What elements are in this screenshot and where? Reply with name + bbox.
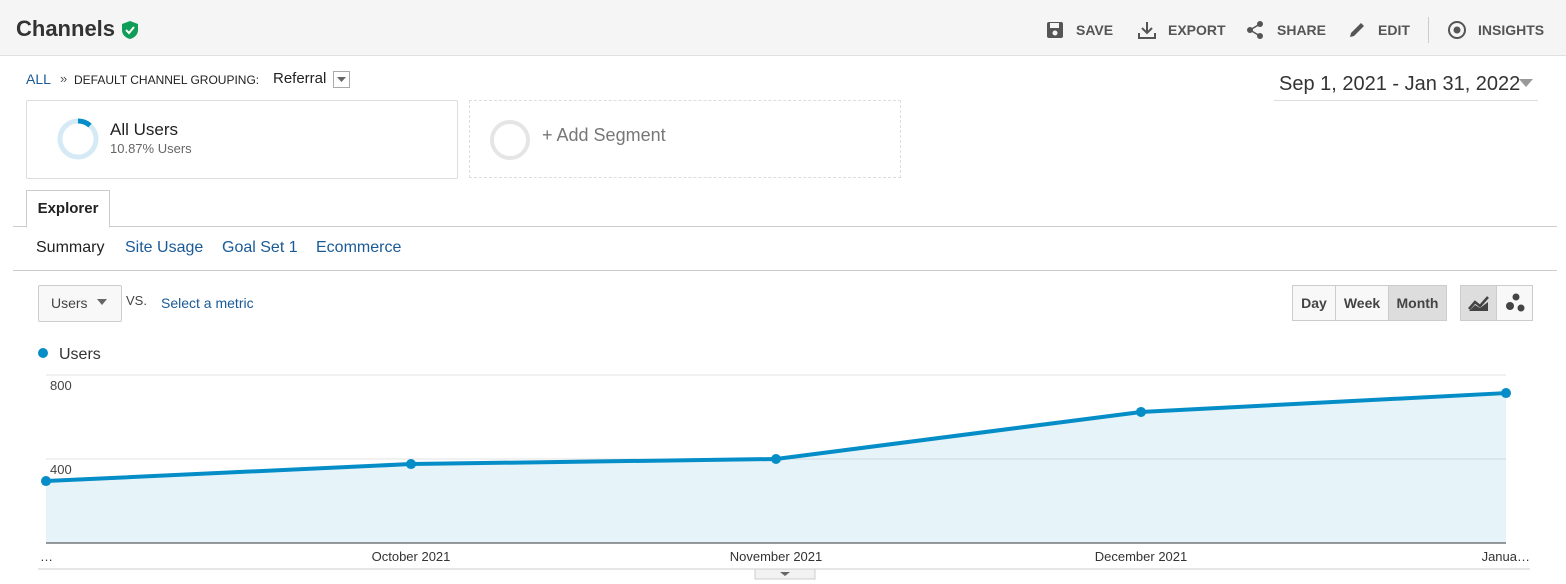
x-tick-label: November 2021 <box>730 549 823 564</box>
subtab[interactable]: Site Usage <box>125 239 204 256</box>
date-underline <box>1274 100 1538 101</box>
breadcrumb-label: DEFAULT CHANNEL GROUPING: <box>74 73 260 87</box>
tab-line <box>13 226 1557 227</box>
legend-marker <box>38 348 48 358</box>
subtab[interactable]: Summary <box>36 239 105 256</box>
x-tick-label: October 2021 <box>372 549 451 564</box>
point <box>771 454 781 464</box>
subtab[interactable]: Goal Set 1 <box>222 239 298 256</box>
point <box>41 476 51 487</box>
metric-arrow <box>97 299 107 305</box>
segment-detail: 10.87% Users <box>110 141 192 156</box>
segment-name: All Users <box>110 120 179 139</box>
insights-button[interactable]: INSIGHTS <box>1478 22 1545 38</box>
x-tick-label: December 2021 <box>1095 549 1188 564</box>
date-range[interactable]: Sep 1, 2021 - Jan 31, 2022 <box>1279 73 1521 95</box>
chart: 400 800 … October 2021 November 2021 December… <box>38 346 1530 580</box>
day-button[interactable]: Day <box>1292 285 1336 321</box>
expand-arrow <box>780 572 790 576</box>
area <box>46 393 1506 543</box>
point <box>1501 388 1511 399</box>
x-tick-label: … <box>40 549 53 564</box>
header-bar <box>0 0 1566 56</box>
add-segment-card[interactable] <box>469 100 901 178</box>
add-segment-circle <box>490 120 530 160</box>
share-icon[interactable] <box>1245 20 1265 40</box>
breadcrumb-value: Referral <box>273 70 327 87</box>
line-chart-button[interactable] <box>1460 285 1497 321</box>
divider <box>1428 17 1429 43</box>
point <box>1136 406 1146 417</box>
week-button[interactable]: Week <box>1335 285 1389 321</box>
month-button[interactable]: Month <box>1388 285 1447 321</box>
share-button[interactable]: SHARE <box>1277 22 1327 38</box>
point <box>406 459 416 470</box>
x-tick-label: Janua… <box>1482 549 1530 564</box>
y-tick-label: 800 <box>50 378 72 393</box>
add-segment[interactable]: + Add Segment <box>542 125 666 145</box>
subtab[interactable]: Ecommerce <box>316 239 402 256</box>
subtab-line <box>13 270 1557 271</box>
breadcrumb-separator: » <box>60 71 68 86</box>
export-button[interactable]: EXPORT <box>1168 22 1226 38</box>
page-title: Channels <box>16 16 116 41</box>
vs-label: VS. <box>126 293 147 308</box>
segment-donut <box>57 118 99 160</box>
save-icon[interactable] <box>1045 20 1065 40</box>
export-icon[interactable] <box>1137 20 1157 40</box>
insights-icon[interactable] <box>1446 19 1468 41</box>
y-tick-label: 400 <box>50 462 72 477</box>
metric-select[interactable] <box>38 285 122 322</box>
explorer-tab[interactable]: Explorer <box>26 190 110 228</box>
edit-icon[interactable] <box>1347 20 1367 40</box>
date-dropdown[interactable] <box>1518 78 1534 88</box>
save-button[interactable]: SAVE <box>1076 22 1114 38</box>
edit-button[interactable]: EDIT <box>1378 22 1410 38</box>
legend-label: Users <box>59 346 101 363</box>
metric-selected: Users <box>51 295 88 311</box>
verified-icon <box>122 21 138 39</box>
motion-chart-button[interactable] <box>1496 285 1533 321</box>
breadcrumb-dropdown[interactable] <box>333 71 350 88</box>
breadcrumb-all[interactable]: ALL <box>26 71 51 87</box>
select-metric[interactable]: Select a metric <box>161 295 254 311</box>
